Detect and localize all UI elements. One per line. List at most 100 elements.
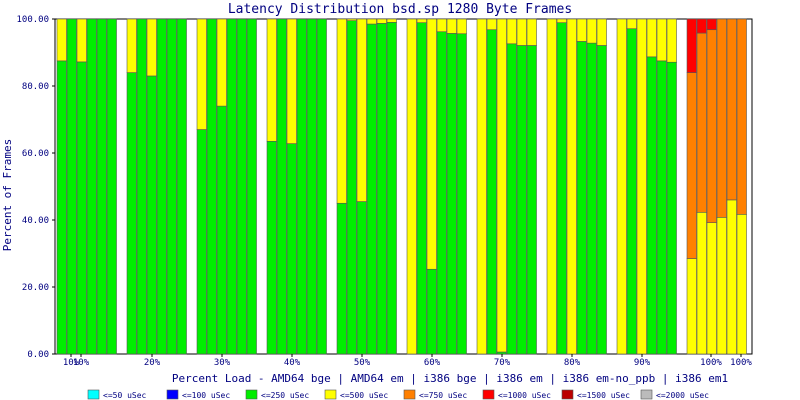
bar-segment-g2-s4-k2	[236, 18, 247, 355]
bar-segment-g5-s1-k2	[416, 22, 427, 355]
bar-segment-g0-s3-k2	[86, 18, 97, 355]
bar-segment-g0-s0-k3	[56, 18, 67, 62]
bar-segment-g8-s5-k2	[666, 61, 677, 355]
y-ticks: 0.00 20.00 40.00 60.00 80.00 100.00	[16, 15, 55, 360]
legend-label: <=50 uSec	[103, 391, 147, 400]
bar-segment-g4-s2-k3	[356, 18, 367, 202]
bar-segment-g1-s5-k2	[176, 18, 187, 355]
legend-swatch	[482, 389, 495, 400]
legend-label: <=500 uSec	[340, 391, 388, 400]
bar-segment-g4-s1-k3	[346, 18, 357, 21]
bar-segment-g9-s0-k5	[686, 18, 697, 73]
bar-segment-g9-s4-k3	[726, 199, 737, 355]
bar-segment-g9-s1-k3	[696, 211, 707, 355]
bar-segment-g3-s3-k2	[296, 18, 307, 355]
bar-segment-g3-s2-k2	[286, 143, 297, 355]
bar-segment-g4-s0-k2	[336, 202, 347, 355]
bar-segment-g5-s3-k2	[436, 31, 447, 355]
bar-segment-g7-s5-k3	[596, 18, 607, 46]
bar-segment-g6-s4-k2	[516, 45, 527, 355]
x-ticks: 10%10% 20% 30% 40% 50% 60% 70% 80% 90% 100% 100%	[63, 354, 752, 368]
bar-segment-g2-s2-k2	[216, 105, 227, 355]
bar-segment-g9-s4-k4	[726, 18, 737, 201]
bar-segment-g8-s3-k2	[646, 56, 657, 355]
bar-segment-g2-s5-k2	[246, 18, 257, 355]
bar-segment-g8-s2-k3	[636, 18, 647, 355]
x-tick-label: 10%	[63, 358, 80, 368]
x-tick-label: 60%	[424, 358, 441, 368]
legend-label: <=1500 uSec	[577, 391, 630, 400]
bar-segment-g9-s5-k3	[736, 214, 747, 355]
bar-segment-g3-s0-k2	[266, 140, 277, 355]
bar-segment-g7-s4-k2	[586, 42, 597, 355]
legend: <=50 uSec <=100 uSec <=250 uSec <=500 uSec <…	[87, 389, 709, 400]
bar-segment-g0-s2-k2	[76, 61, 87, 355]
bar-segment-g6-s3-k3	[506, 18, 517, 45]
legend-swatch	[640, 389, 653, 400]
bar-segment-g7-s4-k3	[586, 18, 597, 44]
bar-segment-g1-s1-k2	[136, 18, 147, 355]
bar-segment-g5-s5-k2	[456, 33, 467, 355]
bar-segment-g9-s5-k4	[736, 18, 747, 215]
bar-segment-g5-s0-k3	[406, 18, 417, 355]
bar-segment-g6-s5-k2	[526, 45, 537, 355]
bar-segment-g1-s2-k2	[146, 75, 157, 355]
plot-frame	[54, 18, 753, 355]
bar-segment-g7-s3-k3	[576, 18, 587, 42]
bar-segment-g1-s0-k3	[126, 18, 137, 73]
bar-segment-g0-s2-k3	[76, 18, 87, 63]
bar-segment-g4-s5-k3	[386, 18, 397, 23]
bar-segment-g1-s2-k3	[146, 18, 157, 77]
bar-segment-g9-s1-k5	[696, 18, 707, 34]
bar-segment-g9-s0-k4	[686, 72, 697, 259]
bar-segment-g4-s2-k2	[356, 201, 367, 355]
x-tick-label: 10%	[73, 358, 90, 368]
bar-segment-g7-s2-k3	[566, 18, 577, 355]
bar-segment-g8-s0-k3	[616, 18, 627, 355]
bar-segment-g5-s3-k3	[436, 18, 447, 33]
bar-segment-g9-s3-k4	[716, 18, 727, 218]
x-tick-label: 50%	[354, 358, 371, 368]
bar-segment-g8-s3-k3	[646, 18, 657, 58]
legend-label: <=750 uSec	[419, 391, 467, 400]
bar-segment-g4-s4-k3	[376, 18, 387, 24]
x-tick-label: 100%	[700, 358, 722, 368]
bar-segment-g6-s3-k2	[506, 43, 517, 355]
bar-segment-g1-s0-k2	[126, 72, 137, 355]
bar-segment-g2-s0-k2	[196, 129, 207, 355]
bar-segment-g4-s3-k3	[366, 18, 377, 25]
bar-segment-g0-s4-k2	[96, 18, 107, 355]
y-tick-label: 60.00	[22, 149, 49, 159]
chart-title: Latency Distribution bsd.sp 1280 Byte Fr…	[228, 2, 572, 17]
bar-segment-g3-s2-k3	[286, 18, 297, 144]
y-tick-label: 0.00	[27, 350, 49, 360]
bar-segment-g3-s4-k2	[306, 18, 317, 355]
bar-segment-g9-s1-k4	[696, 32, 707, 213]
bar-segment-g8-s1-k3	[626, 18, 637, 30]
bar-segment-g7-s0-k3	[546, 18, 557, 355]
legend-swatch	[245, 389, 258, 400]
y-tick-label: 20.00	[22, 283, 49, 293]
bar-segment-g6-s2-k2	[496, 351, 507, 355]
x-tick-label: 100%	[730, 358, 752, 368]
bar-segment-g7-s1-k3	[556, 18, 567, 23]
bar-segment-g5-s1-k3	[416, 18, 427, 23]
bar-segment-g4-s3-k2	[366, 23, 377, 355]
bar-segment-g7-s1-k2	[556, 22, 567, 355]
bar-segment-g1-s4-k2	[166, 18, 177, 355]
legend-swatch	[166, 389, 179, 400]
bar-segment-g0-s5-k2	[106, 18, 117, 355]
bar-segment-g9-s2-k5	[706, 18, 717, 31]
bar-segment-g3-s0-k3	[266, 18, 277, 142]
bar-segment-g5-s4-k3	[446, 18, 457, 34]
bar-segment-g9-s2-k3	[706, 222, 717, 355]
bar-segment-g8-s5-k3	[666, 18, 677, 63]
bar-segment-g3-s1-k2	[276, 18, 287, 355]
bar-segment-g7-s5-k2	[596, 45, 607, 355]
bar-segment-g4-s5-k2	[386, 22, 397, 355]
x-tick-label: 40%	[284, 358, 301, 368]
x-tick-label: 80%	[564, 358, 581, 368]
bar-segment-g9-s0-k3	[686, 258, 697, 355]
bar-segment-g4-s4-k2	[376, 23, 387, 355]
